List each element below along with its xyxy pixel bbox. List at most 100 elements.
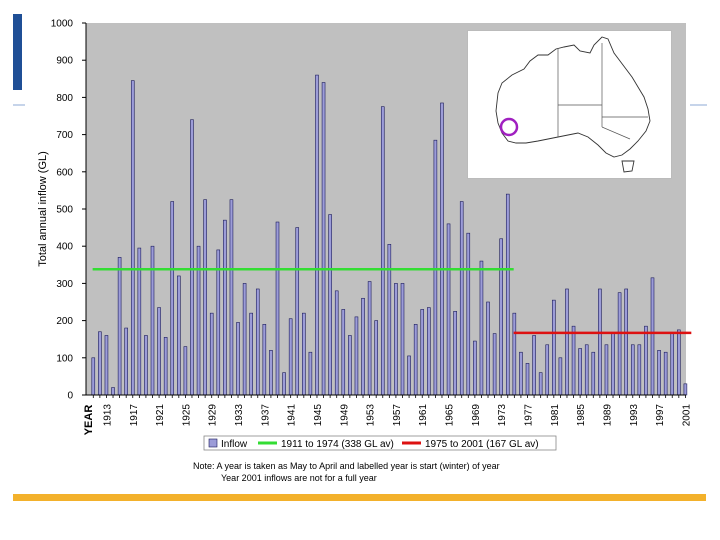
y-tick-label: 0 (67, 391, 73, 402)
bar (637, 344, 642, 396)
bar (183, 346, 188, 396)
x-tick-label: 1957 (392, 404, 403, 427)
bar (367, 281, 372, 396)
x-tick-label: 1913 (102, 404, 113, 427)
australia-map (495, 36, 651, 173)
bar (269, 350, 273, 396)
legend-label-pre1975: 1911 to 1974 (338 GL av) (281, 439, 394, 450)
bar (532, 335, 536, 396)
x-tick-label: 1929 (208, 404, 219, 427)
x-tick-label: 1921 (155, 404, 166, 427)
bar (328, 214, 332, 396)
bar (288, 318, 293, 396)
x-tick-label: 1945 (313, 404, 324, 427)
note-line-2: Year 2001 inflows are not for a full yea… (221, 473, 377, 483)
x-tick-label: 1985 (576, 404, 587, 427)
bar (466, 232, 471, 396)
bar (591, 351, 596, 396)
bar (650, 277, 655, 396)
x-tick-label: 1953 (366, 404, 377, 427)
state-border-sa-nsw (601, 126, 631, 140)
y-tick-label: 200 (56, 316, 73, 327)
bar (644, 325, 648, 396)
slide-divider-left (13, 104, 25, 106)
bar (170, 201, 175, 396)
chart-note: Note: A year is taken as May to April an… (193, 460, 500, 484)
australia-outline (495, 36, 651, 158)
bar (558, 357, 563, 396)
bar (440, 102, 444, 396)
bar (380, 106, 385, 396)
x-tick-label: 1937 (260, 404, 271, 427)
bar (420, 309, 425, 396)
bar (262, 324, 267, 396)
x-tick-label: 1989 (602, 404, 613, 427)
legend-label-inflow: Inflow (221, 439, 248, 450)
bar (354, 316, 359, 396)
bar (242, 283, 247, 396)
bar (578, 348, 582, 396)
x-tick-label: 1973 (497, 404, 508, 427)
x-tick-label: 1969 (471, 404, 482, 427)
bar (492, 333, 497, 396)
bar (683, 383, 688, 396)
bar (98, 331, 102, 396)
bar (163, 337, 168, 396)
bar (571, 325, 576, 396)
x-tick-label: 1949 (339, 404, 350, 427)
bar (459, 201, 464, 396)
slide-divider-right (690, 104, 707, 106)
bar (111, 387, 115, 396)
bar (486, 301, 490, 396)
bar (177, 275, 181, 396)
bar (598, 288, 602, 396)
bar (216, 249, 221, 396)
y-tick-label: 500 (56, 205, 73, 216)
bar (387, 244, 392, 396)
x-tick-label: 2001 (681, 404, 692, 427)
bar (617, 292, 622, 396)
x-axis-title: YEAR (83, 405, 95, 436)
y-tick-label: 600 (56, 167, 73, 178)
bar (427, 307, 431, 396)
bar (209, 312, 214, 396)
bar (552, 299, 556, 396)
x-tick-label: 1925 (181, 404, 192, 427)
y-tick-labels: 0 100 200 300 400 500 600 700 800 900 1000 (51, 19, 86, 402)
bar (453, 310, 457, 396)
legend: Inflow 1911 to 1974 (338 GL av) 1975 to 20… (203, 435, 557, 451)
bar (624, 288, 628, 396)
bar (525, 363, 530, 396)
bar (413, 324, 418, 396)
bar (505, 193, 510, 396)
bar (203, 199, 207, 396)
y-tick-label: 300 (56, 279, 73, 290)
y-tick-label: 1000 (51, 19, 74, 30)
bars (91, 74, 688, 396)
legend-box (203, 435, 557, 451)
bar (479, 260, 484, 396)
bar (295, 227, 300, 396)
note-line-1: Note: A year is taken as May to April an… (193, 461, 500, 471)
bar (130, 80, 135, 396)
bar (308, 351, 313, 396)
bar (374, 320, 378, 396)
y-tick-label: 900 (56, 56, 73, 67)
bar (361, 297, 365, 396)
x-tick-label: 1917 (129, 404, 140, 427)
bar (545, 344, 550, 396)
slide-accent-bar (13, 14, 22, 90)
bar (512, 312, 517, 396)
bar (630, 344, 635, 396)
bar (565, 288, 569, 396)
x-tick-label: 1993 (629, 404, 640, 427)
bar (255, 288, 260, 396)
bar (117, 257, 122, 396)
legend-label-post1975: 1975 to 2001 (167 GL av) (425, 439, 539, 450)
slide-footer-bar (13, 494, 706, 501)
bar (249, 312, 253, 396)
bar (302, 312, 306, 396)
bar (400, 283, 405, 396)
bar (157, 307, 161, 396)
